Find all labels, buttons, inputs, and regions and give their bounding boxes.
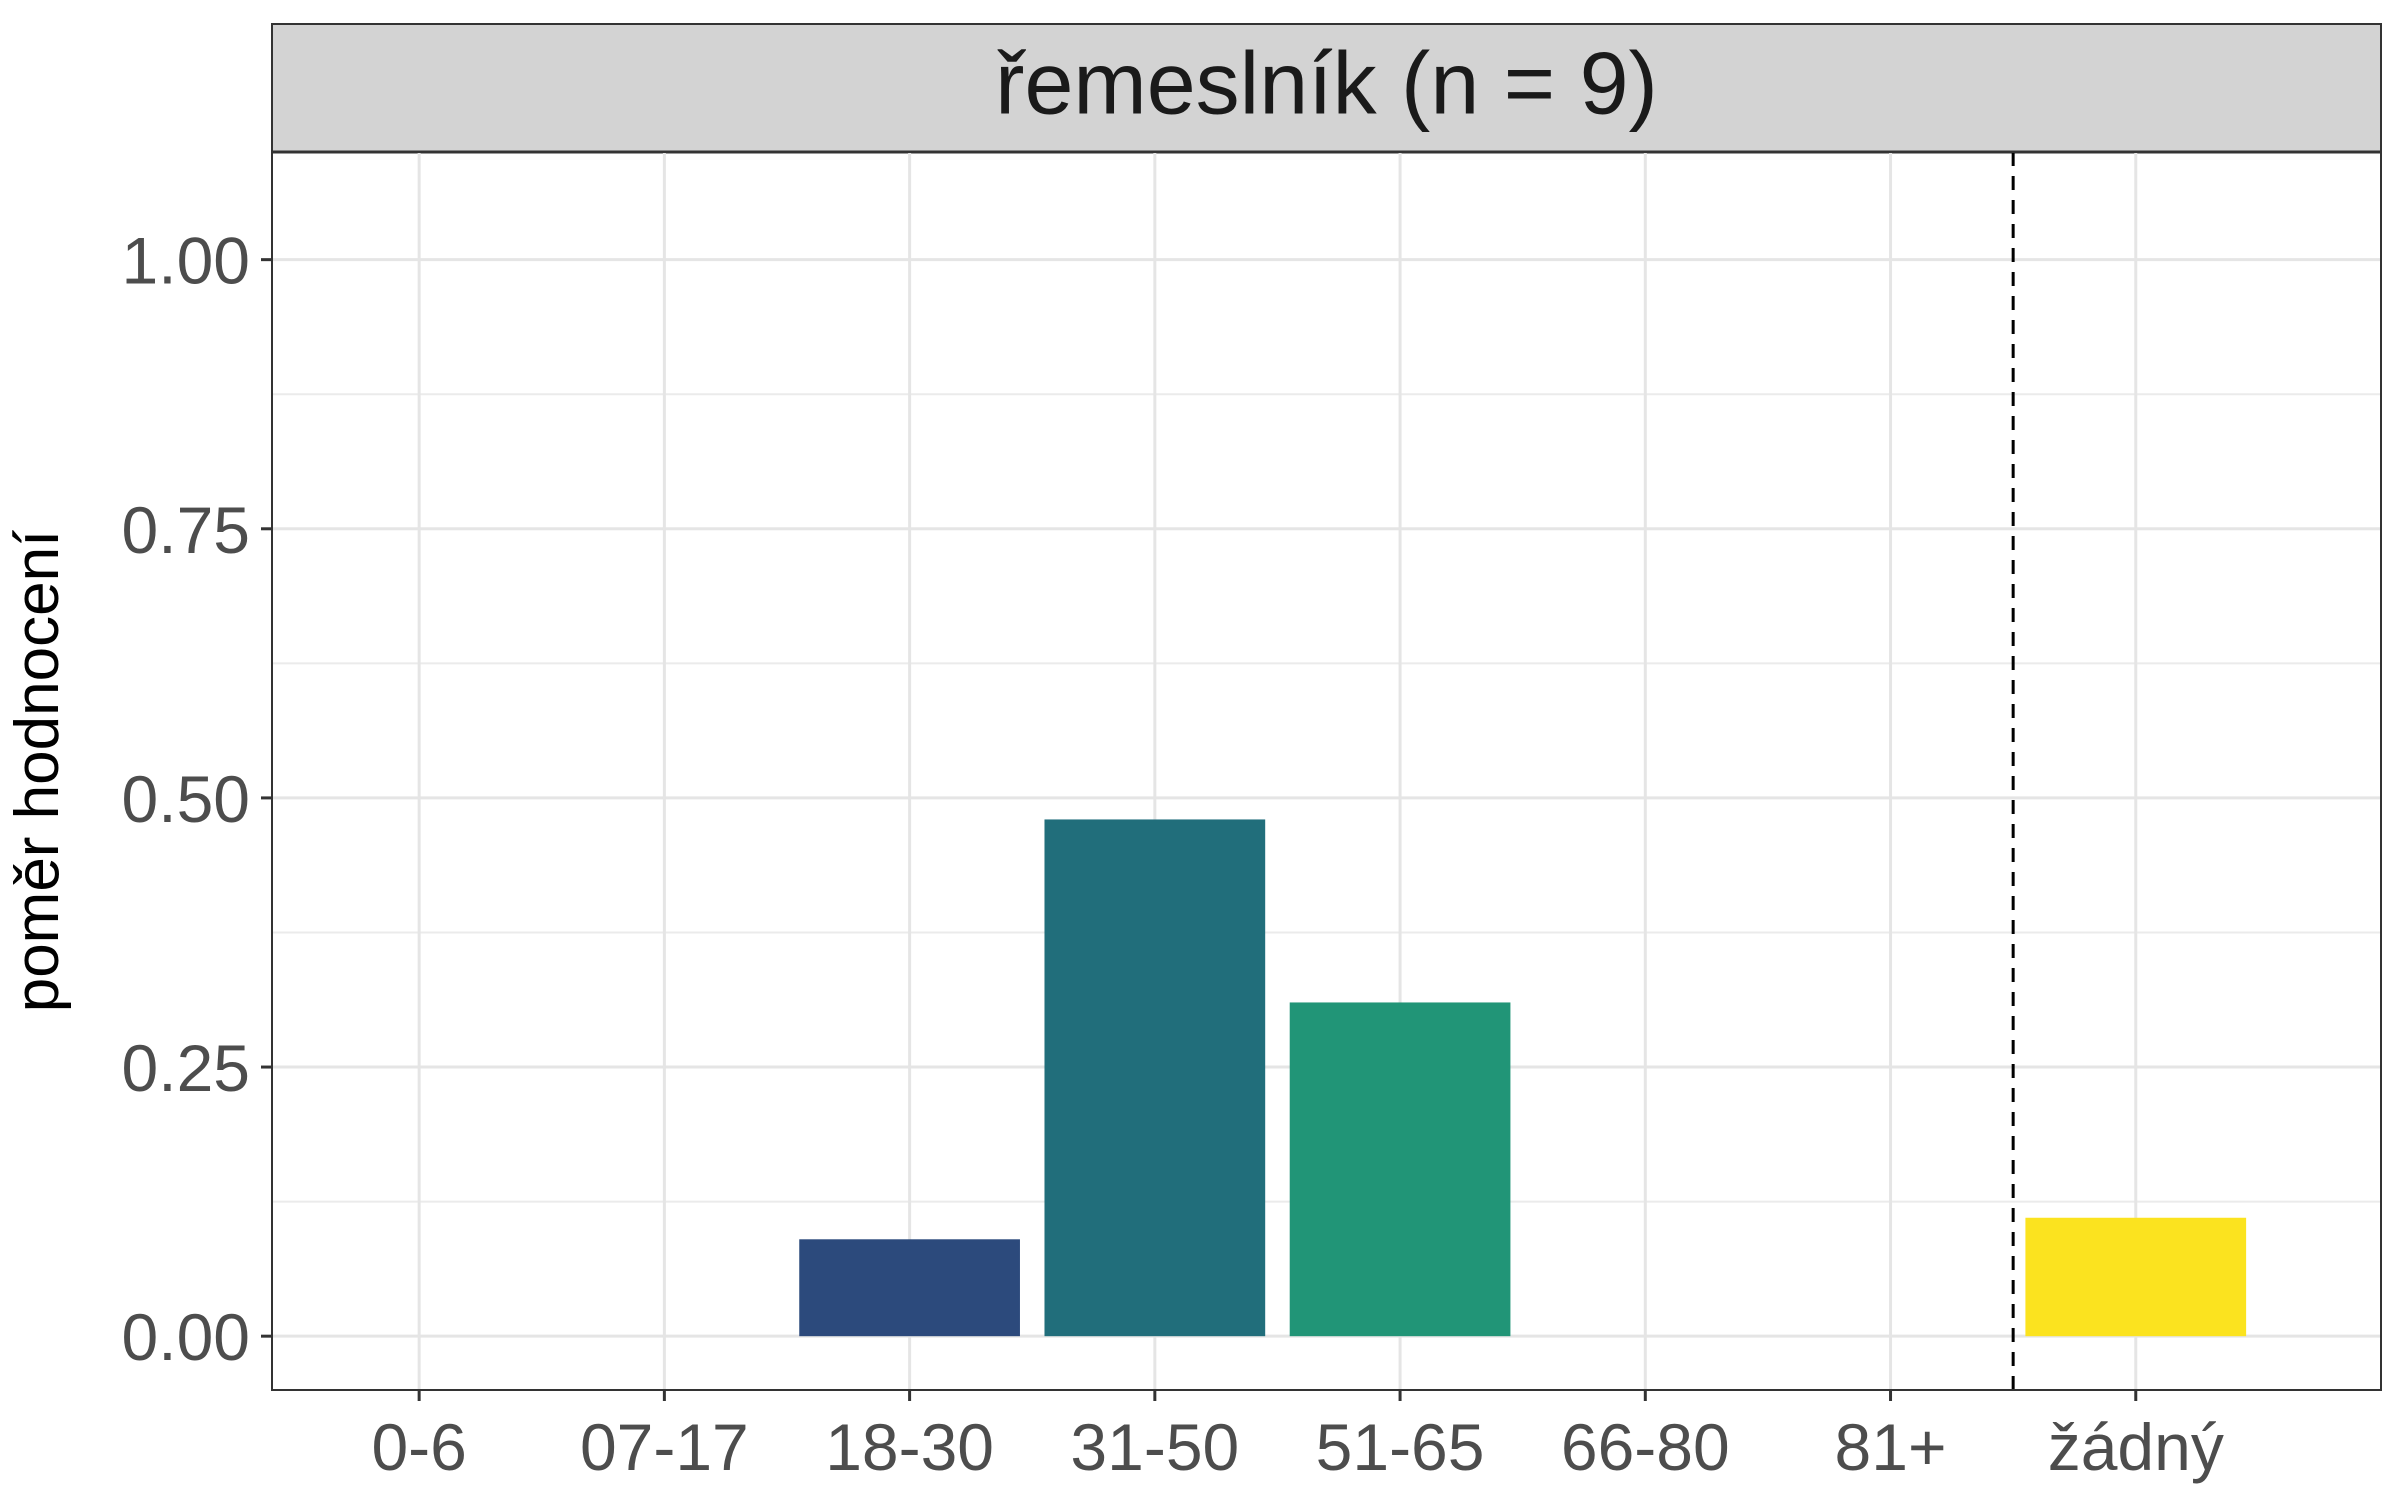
y-tick-label: 1.00 [122, 224, 250, 298]
y-tick-label: 0.00 [122, 1300, 250, 1374]
x-tick-label: 0-6 [371, 1410, 466, 1484]
x-tick-label: 66-80 [1561, 1410, 1730, 1484]
x-tick-label: 51-65 [1316, 1410, 1485, 1484]
chart-title: řemeslník (n = 9) [995, 34, 1658, 133]
y-axis-title: poměr hodnocení [3, 530, 72, 1013]
bar [1044, 819, 1266, 1337]
bar [2025, 1217, 2247, 1337]
y-axis: 0.00 0.25 0.50 0.75 1.00 [122, 224, 272, 1374]
bar [799, 1239, 1020, 1337]
bar [1289, 1002, 1511, 1337]
x-tick-label: 31-50 [1070, 1410, 1239, 1484]
x-tick-label: žádný [2048, 1410, 2224, 1484]
bars [799, 819, 2247, 1337]
x-axis: 0-6 07-17 18-30 31-50 51-65 66-80 81+ žádný [371, 1390, 2224, 1484]
major-gridlines [272, 152, 2381, 1390]
y-tick-label: 0.50 [122, 762, 250, 836]
panel-border [271, 151, 2382, 1391]
x-tick-label: 18-30 [825, 1410, 994, 1484]
y-tick-label: 0.75 [122, 493, 250, 567]
facet-strip [271, 23, 2382, 153]
y-tick-label: 0.25 [122, 1031, 250, 1105]
x-tick-label: 07-17 [580, 1410, 749, 1484]
x-tick-label: 81+ [1835, 1410, 1947, 1484]
